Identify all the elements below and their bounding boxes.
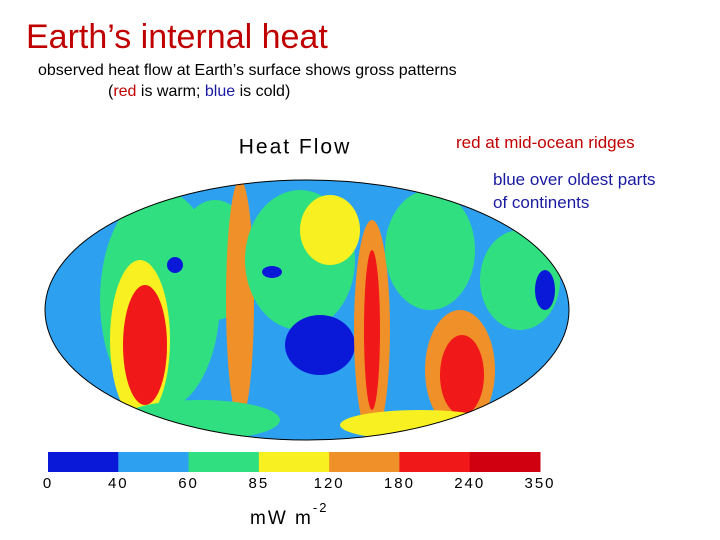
annotation: red at mid-ocean ridges <box>456 133 635 152</box>
colorbar: 0 40 60 85 120 180 240 350 <box>43 452 555 492</box>
colorbar-label: 40 <box>108 475 129 492</box>
subtitle: observed heat flow at Earth’s surface sh… <box>38 62 457 79</box>
note-warm: red <box>113 83 137 100</box>
unit-label: mW m-2 <box>250 500 328 529</box>
note-text: is warm; <box>136 83 205 100</box>
colorbar-label: 350 <box>524 475 555 492</box>
map-outline <box>44 179 570 441</box>
annotation: blue over oldest parts <box>493 170 656 189</box>
legend-note: (red is warm; blue is cold) <box>108 83 290 101</box>
unit: mW m <box>250 508 313 529</box>
note-text: ( <box>108 83 114 100</box>
unit-exponent: -2 <box>313 500 329 515</box>
colorbar-label: 60 <box>178 475 199 492</box>
note-cold: blue <box>204 83 236 100</box>
annotation: of continents <box>493 193 590 212</box>
colorbar-swatch <box>118 452 190 472</box>
colorbar-label: 120 <box>314 475 345 492</box>
note-text: is cold) <box>235 83 291 100</box>
colorbar-label: 180 <box>384 475 415 492</box>
colorbar-label: 85 <box>249 475 270 492</box>
colorbar-label: 0 <box>43 475 53 492</box>
slide-title: Earth’s internal heat <box>26 18 328 56</box>
heat-map <box>45 180 569 440</box>
colorbar-label: 240 <box>454 475 485 492</box>
colorbar-swatch <box>329 452 400 472</box>
colorbar-swatch <box>469 452 541 472</box>
colorbar-swatch <box>399 452 471 472</box>
colorbar-swatch <box>48 452 119 472</box>
map-title: Heat Flow <box>239 136 352 159</box>
colorbar-swatch <box>188 452 260 472</box>
colorbar-swatch <box>258 452 330 472</box>
